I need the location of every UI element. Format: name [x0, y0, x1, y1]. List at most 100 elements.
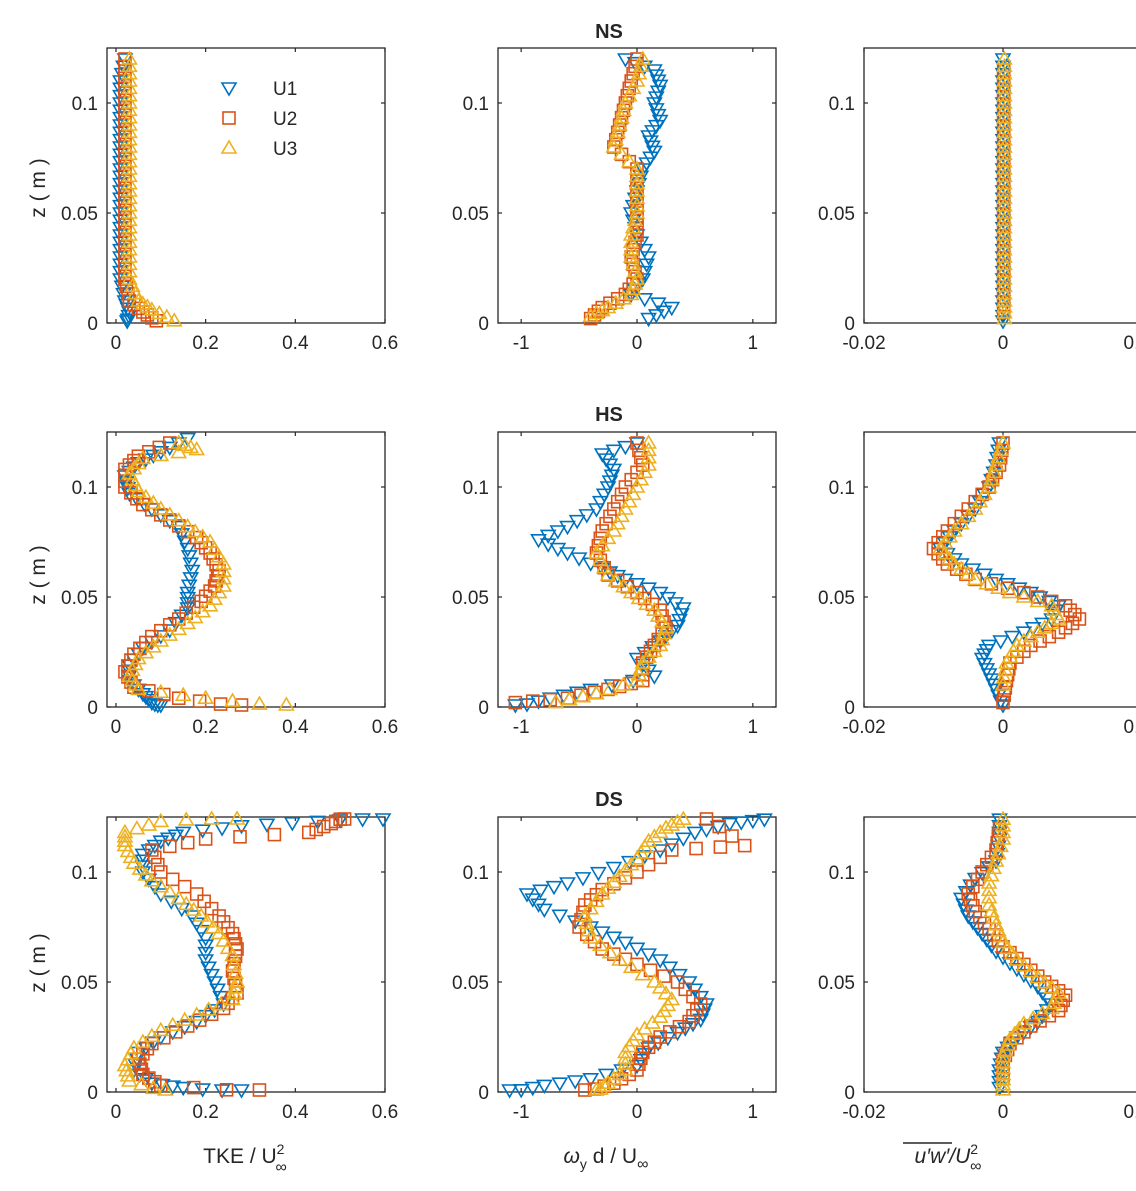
data-point: [945, 555, 963, 570]
data-point: [1008, 951, 1026, 966]
x-tick-label: 0.6: [372, 1102, 398, 1123]
data-point: [204, 901, 219, 916]
data-point: [258, 818, 276, 833]
data-point: [607, 294, 625, 310]
data-point: [121, 87, 138, 102]
data-point: [143, 872, 161, 887]
data-point: [995, 145, 1013, 161]
data-point: [995, 263, 1013, 278]
data-point: [599, 1074, 617, 1089]
data-point: [121, 175, 138, 190]
data-point: [613, 507, 630, 523]
data-point: [183, 564, 201, 580]
data-point: [121, 94, 138, 109]
y-tick-label: 0: [478, 314, 489, 335]
data-point: [672, 1019, 687, 1034]
data-point: [121, 1072, 138, 1087]
data-point: [188, 1006, 206, 1021]
data-point: [995, 131, 1013, 146]
data-point: [605, 522, 623, 537]
data-point: [655, 625, 673, 640]
x-tick-label: 0.6: [372, 333, 398, 354]
data-point: [995, 123, 1013, 139]
data-point: [640, 456, 657, 471]
data-point: [1058, 620, 1073, 635]
data-point: [640, 441, 657, 457]
data-point: [995, 277, 1013, 293]
y-tick-label: 0.1: [829, 478, 855, 499]
data-point: [121, 211, 138, 227]
y-tick-label: 0.1: [72, 478, 98, 499]
data-point: [713, 840, 728, 854]
data-point: [692, 1013, 710, 1028]
data-point: [566, 1075, 584, 1090]
data-point: [954, 509, 969, 524]
data-point: [628, 270, 646, 285]
data-point: [995, 310, 1013, 325]
data-point: [551, 909, 569, 924]
data-point: [179, 586, 197, 602]
data-point: [1036, 619, 1054, 634]
data-point: [137, 866, 155, 881]
data-point: [1010, 582, 1028, 597]
data-point: [1043, 614, 1061, 630]
y-tick-label: 0.05: [61, 973, 98, 994]
data-point: [591, 551, 609, 567]
data-point: [152, 683, 170, 699]
x-tick-label: 1: [748, 1102, 759, 1123]
data-point: [640, 251, 657, 266]
data-point: [201, 533, 219, 548]
data-point: [926, 541, 941, 556]
data-point: [198, 913, 216, 928]
data-point: [721, 817, 739, 833]
data-point: [582, 1073, 600, 1088]
data-point: [132, 1076, 150, 1091]
data-point: [137, 644, 155, 659]
data-point: [970, 872, 985, 887]
legend-marker-u1: [220, 82, 238, 97]
series-u3: [121, 50, 183, 327]
data-point: [599, 879, 617, 894]
y-tick-label: 0.1: [829, 94, 855, 115]
data-point: [512, 1084, 530, 1099]
data-point: [996, 695, 1010, 710]
data-point: [640, 434, 657, 449]
data-point: [995, 116, 1013, 131]
data-point: [197, 689, 215, 705]
data-point: [632, 471, 650, 486]
x-tick-label: 0.02: [1124, 717, 1136, 738]
data-point: [617, 861, 634, 877]
data-point: [171, 691, 186, 706]
data-point: [620, 493, 638, 508]
data-point: [197, 939, 215, 954]
data-point: [682, 1014, 696, 1029]
data-point: [628, 942, 646, 957]
data-point: [614, 487, 629, 502]
data-point: [653, 850, 667, 865]
data-point: [995, 101, 1013, 117]
data-point: [215, 562, 232, 578]
data-point: [995, 87, 1013, 102]
x-tick-label: 0.2: [192, 1102, 218, 1123]
data-point: [589, 866, 607, 882]
data-point: [228, 973, 246, 988]
data-point: [228, 949, 243, 964]
data-point: [1051, 625, 1066, 640]
data-point: [628, 197, 646, 212]
data-point: [952, 560, 970, 575]
data-point: [588, 544, 605, 559]
data-point: [599, 566, 617, 581]
data-point: [624, 74, 639, 88]
x-tick-label: 1: [748, 717, 759, 738]
data-point: [617, 440, 634, 456]
axes-box: [863, 816, 1136, 1093]
data-point: [121, 255, 138, 271]
y-tick-label: 0.05: [452, 973, 489, 994]
data-point: [121, 50, 138, 65]
series-u3: [576, 810, 692, 1096]
data-point: [1043, 999, 1061, 1015]
data-point: [992, 927, 1010, 943]
data-point: [640, 948, 657, 963]
data-point: [947, 516, 962, 531]
data-point: [663, 838, 681, 853]
